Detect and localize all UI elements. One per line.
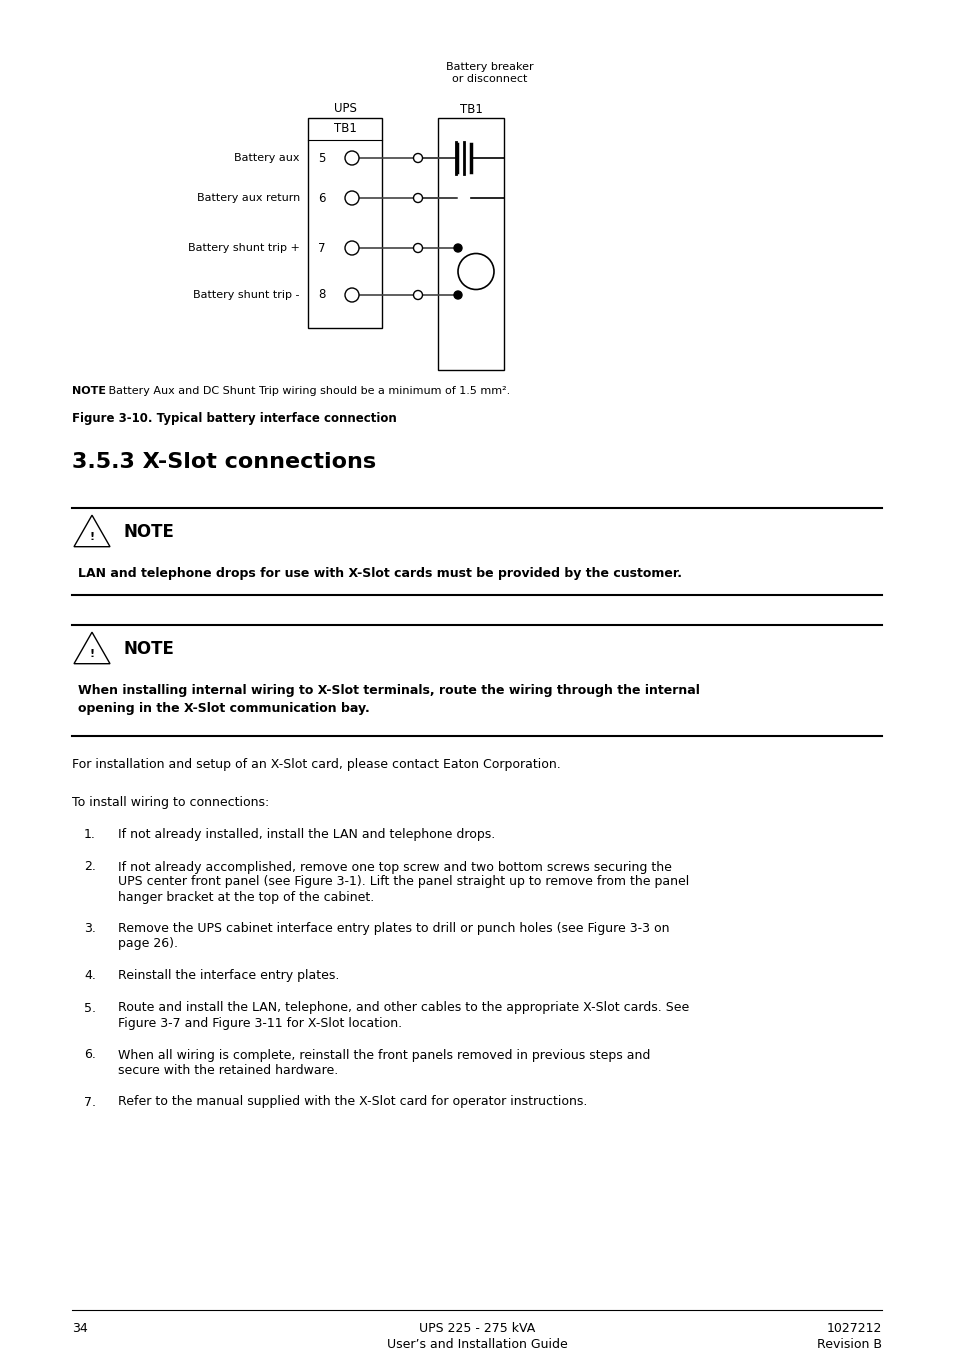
Polygon shape <box>74 516 110 547</box>
Text: User’s and Installation Guide: User’s and Installation Guide <box>386 1338 567 1350</box>
Text: 7.: 7. <box>84 1095 96 1108</box>
Text: !: ! <box>90 649 94 659</box>
Text: 4.: 4. <box>84 969 95 981</box>
Circle shape <box>345 242 358 255</box>
Text: 2.: 2. <box>84 860 95 873</box>
Text: 1.: 1. <box>84 828 95 841</box>
Text: Battery shunt trip -: Battery shunt trip - <box>193 290 299 300</box>
Text: When installing internal wiring to X-Slot terminals, route the wiring through th: When installing internal wiring to X-Slo… <box>78 684 700 716</box>
Text: If not already installed, install the LAN and telephone drops.: If not already installed, install the LA… <box>118 828 495 841</box>
Text: UPS 225 - 275 kVA: UPS 225 - 275 kVA <box>418 1322 535 1335</box>
Text: 8: 8 <box>318 289 325 301</box>
Text: !: ! <box>90 532 94 541</box>
Text: Battery aux return: Battery aux return <box>196 193 299 202</box>
Text: NOTE: NOTE <box>124 522 174 541</box>
Text: LAN and telephone drops for use with X-Slot cards must be provided by the custom: LAN and telephone drops for use with X-S… <box>78 567 681 580</box>
Text: If not already accomplished, remove one top screw and two bottom screws securing: If not already accomplished, remove one … <box>118 860 688 903</box>
Text: Battery breaker
or disconnect: Battery breaker or disconnect <box>446 62 534 84</box>
Circle shape <box>413 154 422 162</box>
Text: 3.5.3 X-Slot connections: 3.5.3 X-Slot connections <box>71 452 375 472</box>
Text: TB1: TB1 <box>459 103 482 116</box>
Circle shape <box>454 292 461 298</box>
Text: Route and install the LAN, telephone, and other cables to the appropriate X-Slot: Route and install the LAN, telephone, an… <box>118 1002 688 1030</box>
Text: Battery aux: Battery aux <box>234 153 299 163</box>
Text: NOTE: NOTE <box>71 386 106 396</box>
Circle shape <box>345 288 358 302</box>
Circle shape <box>457 254 494 289</box>
Text: UPS: UPS <box>334 103 356 115</box>
Bar <box>437 117 503 370</box>
Text: 7: 7 <box>318 242 325 255</box>
Text: 5: 5 <box>318 151 325 165</box>
Text: Figure 3-10. Typical battery interface connection: Figure 3-10. Typical battery interface c… <box>71 412 396 425</box>
Text: When all wiring is complete, reinstall the front panels removed in previous step: When all wiring is complete, reinstall t… <box>118 1049 650 1076</box>
Circle shape <box>413 243 422 252</box>
Text: ST: ST <box>469 266 482 277</box>
Text: Battery Aux and DC Shunt Trip wiring should be a minimum of 1.5 mm².: Battery Aux and DC Shunt Trip wiring sho… <box>105 386 510 396</box>
Polygon shape <box>74 632 110 664</box>
Text: 6.: 6. <box>84 1049 95 1061</box>
Text: NOTE: NOTE <box>124 640 174 657</box>
Bar <box>308 117 381 328</box>
Text: TB1: TB1 <box>334 122 356 135</box>
Circle shape <box>413 193 422 202</box>
Text: 1027212: 1027212 <box>825 1322 882 1335</box>
Text: 6: 6 <box>318 192 325 204</box>
Text: 5.: 5. <box>84 1002 96 1014</box>
Text: To install wiring to connections:: To install wiring to connections: <box>71 796 269 809</box>
Text: Refer to the manual supplied with the X-Slot card for operator instructions.: Refer to the manual supplied with the X-… <box>118 1095 587 1108</box>
Text: Revision B: Revision B <box>816 1338 882 1350</box>
Text: Reinstall the interface entry plates.: Reinstall the interface entry plates. <box>118 969 339 981</box>
Circle shape <box>345 151 358 165</box>
Text: Battery shunt trip +: Battery shunt trip + <box>188 243 299 252</box>
Circle shape <box>345 190 358 205</box>
Circle shape <box>413 290 422 300</box>
Text: Remove the UPS cabinet interface entry plates to drill or punch holes (see Figur: Remove the UPS cabinet interface entry p… <box>118 922 669 950</box>
Circle shape <box>454 244 461 252</box>
Text: 34: 34 <box>71 1322 88 1335</box>
Text: For installation and setup of an X-Slot card, please contact Eaton Corporation.: For installation and setup of an X-Slot … <box>71 757 560 771</box>
Text: 3.: 3. <box>84 922 95 936</box>
